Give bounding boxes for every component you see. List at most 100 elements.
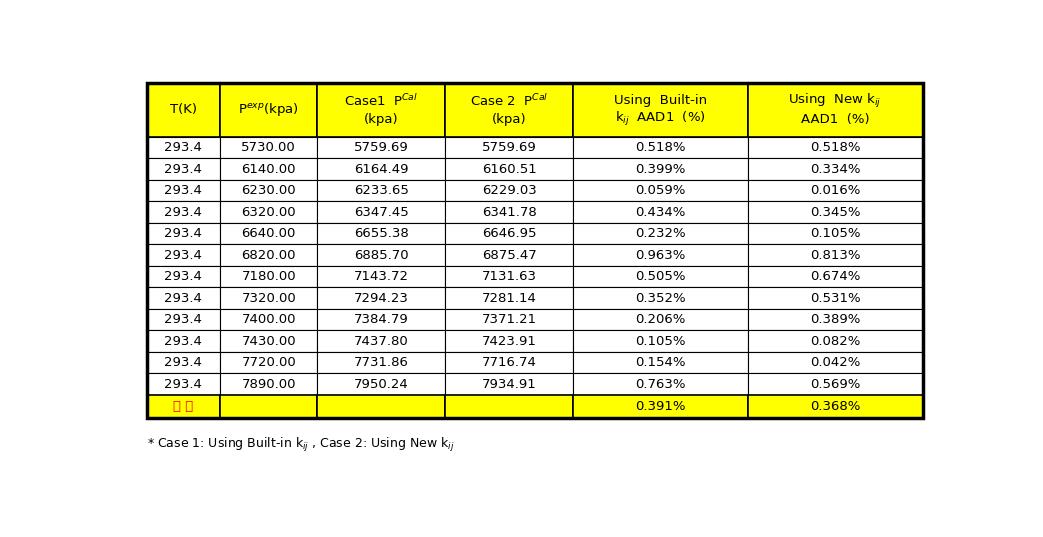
Text: 293.4: 293.4: [165, 313, 202, 326]
Text: 5759.69: 5759.69: [482, 141, 537, 154]
Bar: [146, 373, 220, 395]
Text: 6320.00: 6320.00: [241, 206, 296, 219]
Bar: [574, 373, 748, 395]
Bar: [146, 309, 220, 330]
Bar: [445, 352, 574, 373]
Text: 293.4: 293.4: [165, 270, 202, 283]
Bar: [317, 83, 445, 137]
Text: 7131.63: 7131.63: [482, 270, 537, 283]
Bar: [445, 158, 574, 180]
Bar: [220, 137, 317, 158]
Bar: [220, 244, 317, 266]
Text: 293.4: 293.4: [165, 163, 202, 176]
Bar: [574, 223, 748, 244]
Text: 293.4: 293.4: [165, 184, 202, 197]
Bar: [146, 266, 220, 287]
Text: 7934.91: 7934.91: [482, 378, 537, 390]
Text: 6646.95: 6646.95: [482, 227, 536, 240]
Bar: [445, 266, 574, 287]
Text: 6233.65: 6233.65: [354, 184, 409, 197]
Bar: [146, 137, 220, 158]
Text: 7731.86: 7731.86: [354, 356, 409, 369]
Bar: [748, 330, 923, 352]
Text: 7437.80: 7437.80: [354, 335, 409, 347]
Text: 0.345%: 0.345%: [810, 206, 860, 219]
Bar: [146, 395, 220, 418]
Text: 6640.00: 6640.00: [242, 227, 296, 240]
Bar: [748, 352, 923, 373]
Bar: [146, 330, 220, 352]
Text: 293.4: 293.4: [165, 356, 202, 369]
Text: * Case 1: Using Built-in k$_{ij}$ , Case 2: Using New k$_{ij}$: * Case 1: Using Built-in k$_{ij}$ , Case…: [146, 436, 455, 454]
Bar: [574, 266, 748, 287]
Text: 6875.47: 6875.47: [482, 249, 537, 262]
Text: 0.368%: 0.368%: [810, 400, 860, 413]
Text: 6341.78: 6341.78: [482, 206, 537, 219]
Bar: [445, 373, 574, 395]
Bar: [220, 201, 317, 223]
Text: 7281.14: 7281.14: [482, 292, 537, 304]
Text: Using  Built-in: Using Built-in: [614, 95, 707, 107]
Text: 6164.49: 6164.49: [354, 163, 409, 176]
Text: 0.389%: 0.389%: [810, 313, 860, 326]
Text: 7294.23: 7294.23: [354, 292, 409, 304]
Bar: [445, 287, 574, 309]
Bar: [574, 244, 748, 266]
Text: 293.4: 293.4: [165, 378, 202, 390]
Text: 0.232%: 0.232%: [635, 227, 686, 240]
Text: 7890.00: 7890.00: [242, 378, 296, 390]
Bar: [146, 287, 220, 309]
Bar: [220, 287, 317, 309]
Text: 6820.00: 6820.00: [242, 249, 296, 262]
Bar: [748, 309, 923, 330]
Text: 293.4: 293.4: [165, 141, 202, 154]
Bar: [220, 373, 317, 395]
Bar: [146, 83, 922, 418]
Bar: [317, 287, 445, 309]
Bar: [220, 180, 317, 201]
Bar: [146, 244, 220, 266]
Text: 293.4: 293.4: [165, 249, 202, 262]
Text: 6347.45: 6347.45: [354, 206, 409, 219]
Text: 7371.21: 7371.21: [482, 313, 537, 326]
Bar: [146, 83, 220, 137]
Text: 7720.00: 7720.00: [241, 356, 296, 369]
Text: 7716.74: 7716.74: [482, 356, 537, 369]
Bar: [317, 352, 445, 373]
Text: 0.569%: 0.569%: [810, 378, 860, 390]
Bar: [317, 330, 445, 352]
Bar: [574, 309, 748, 330]
Bar: [146, 180, 220, 201]
Text: 0.518%: 0.518%: [635, 141, 686, 154]
Text: 7430.00: 7430.00: [241, 335, 296, 347]
Bar: [146, 223, 220, 244]
Text: 0.531%: 0.531%: [810, 292, 860, 304]
Text: 293.4: 293.4: [165, 227, 202, 240]
Text: 0.042%: 0.042%: [810, 356, 860, 369]
Text: 0.763%: 0.763%: [635, 378, 686, 390]
Bar: [445, 223, 574, 244]
Bar: [317, 180, 445, 201]
Bar: [220, 330, 317, 352]
Text: 0.518%: 0.518%: [810, 141, 860, 154]
Text: 0.963%: 0.963%: [635, 249, 686, 262]
Text: 0.505%: 0.505%: [635, 270, 686, 283]
Bar: [445, 201, 574, 223]
Bar: [574, 83, 748, 137]
Bar: [317, 137, 445, 158]
Text: 6140.00: 6140.00: [242, 163, 296, 176]
Bar: [574, 352, 748, 373]
Bar: [574, 330, 748, 352]
Bar: [445, 330, 574, 352]
Bar: [317, 309, 445, 330]
Text: 7180.00: 7180.00: [241, 270, 296, 283]
Bar: [220, 266, 317, 287]
Bar: [317, 244, 445, 266]
Text: 0.391%: 0.391%: [635, 400, 686, 413]
Bar: [220, 83, 317, 137]
Bar: [748, 395, 923, 418]
Bar: [445, 309, 574, 330]
Text: 평 균: 평 균: [173, 400, 194, 413]
Bar: [574, 180, 748, 201]
Bar: [748, 201, 923, 223]
